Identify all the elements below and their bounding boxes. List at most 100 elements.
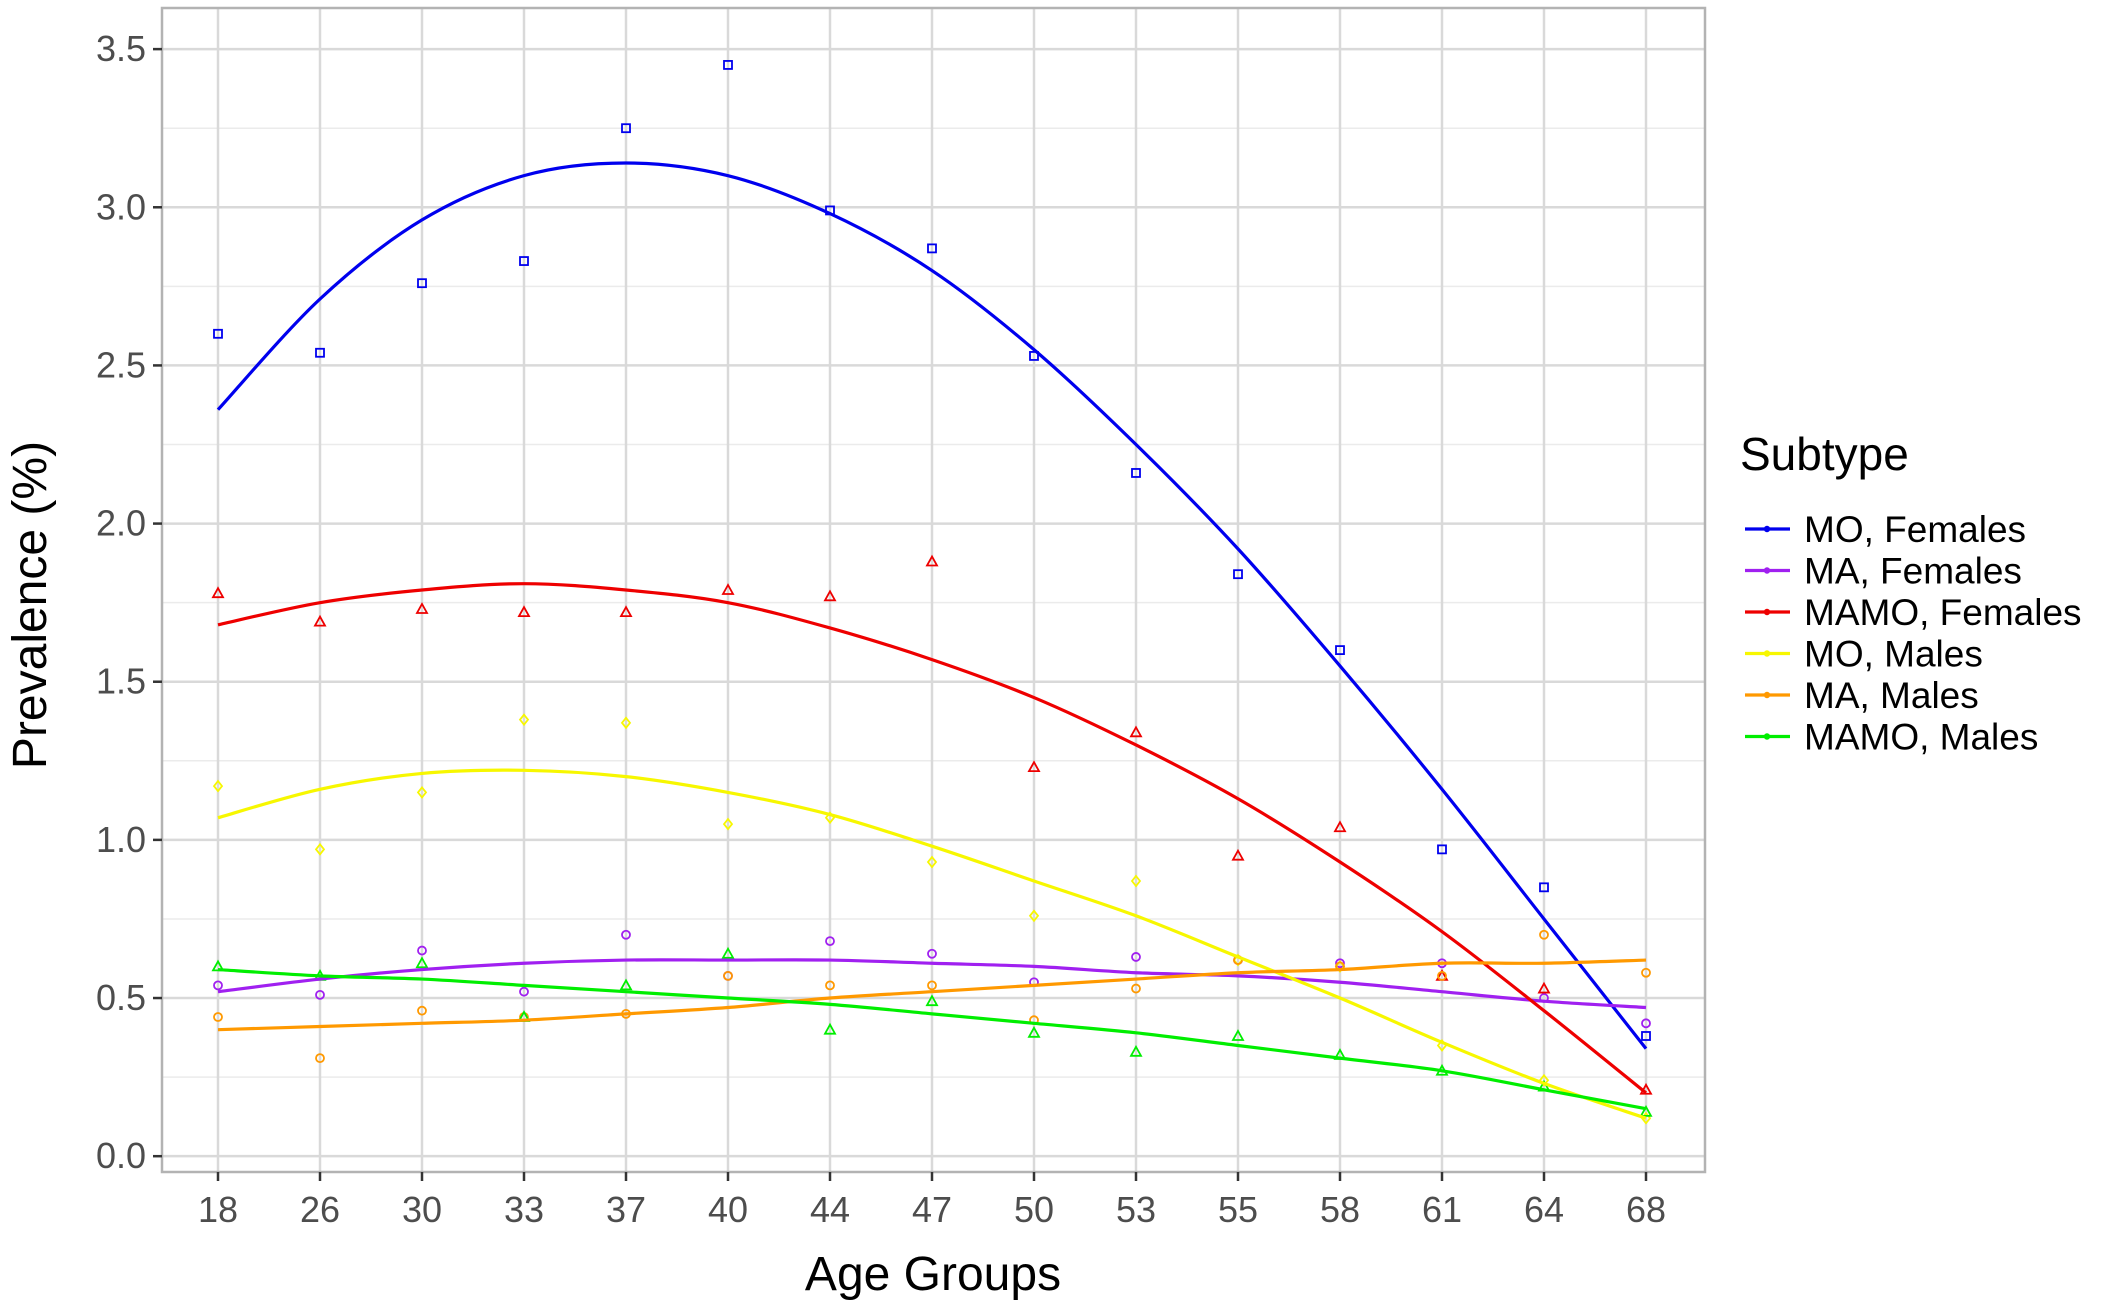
legend-label-mamo-males: MAMO, Males	[1804, 717, 2038, 758]
data-point-mo-females	[1029, 351, 1039, 361]
data-point-mamo-females	[823, 589, 837, 602]
x-axis-ticks: 18 26 30 33 37 40 44 47 50 53 55 58 61 64 68	[198, 1172, 1666, 1230]
data-point-mamo-females	[721, 583, 735, 595]
data-point-mamo-females	[1537, 981, 1551, 994]
data-point-mo-females	[417, 278, 427, 289]
legend-label-mamo-females: MAMO, Females	[1804, 592, 2082, 633]
x-tick-label: 30	[402, 1189, 442, 1230]
data-point-ma-females	[213, 980, 223, 991]
x-axis-title: Age Groups	[805, 1248, 1061, 1301]
data-point-mo-males	[620, 716, 632, 730]
data-point-ma-females	[519, 986, 529, 997]
data-point-ma-males	[825, 980, 835, 991]
data-point-mo-females	[1641, 1031, 1651, 1041]
minor-gridlines	[162, 127, 1705, 1078]
data-point-mo-females	[1233, 569, 1243, 580]
y-tick-label: 2.5	[96, 344, 146, 385]
x-tick-label: 68	[1626, 1189, 1666, 1230]
legend-label-ma-males: MA, Males	[1804, 675, 1979, 716]
data-point-mo-males	[1028, 909, 1040, 923]
data-point-mamo-females	[1333, 820, 1347, 833]
data-point-mo-females	[519, 256, 529, 266]
trend-line-mamo-males	[217, 967, 1647, 1111]
data-point-mamo-females	[415, 602, 429, 614]
x-tick-label: 53	[1116, 1189, 1156, 1230]
data-point-ma-males	[417, 1005, 427, 1016]
data-point-ma-males	[315, 1053, 325, 1064]
legend-key-dot-ma-males	[1763, 691, 1771, 699]
data-points	[211, 60, 1653, 1125]
y-tick-label: 1.0	[96, 819, 146, 860]
data-point-mamo-males	[721, 946, 735, 959]
data-point-mamo-males	[823, 1022, 837, 1035]
data-point-mo-males	[1538, 1073, 1550, 1087]
trend-line-ma-females	[217, 958, 1647, 1010]
data-point-mo-males	[926, 855, 938, 869]
data-point-ma-males	[1131, 983, 1141, 994]
data-point-mo-males	[314, 842, 326, 856]
data-point-ma-females	[621, 929, 631, 940]
data-point-mo-males	[518, 713, 530, 727]
trend-line-mamo-females	[217, 582, 1648, 1095]
y-tick-label: 0.5	[96, 977, 146, 1018]
data-point-ma-males	[927, 980, 937, 991]
data-point-ma-females	[417, 945, 427, 956]
y-tick-label: 3.0	[96, 186, 146, 227]
x-tick-label: 26	[300, 1189, 340, 1230]
data-point-mo-females	[213, 328, 223, 339]
data-point-mo-females	[1335, 645, 1345, 655]
data-point-mo-females	[723, 60, 733, 70]
data-point-ma-females	[1641, 1018, 1651, 1029]
data-point-mamo-females	[313, 614, 327, 627]
data-point-ma-males	[723, 970, 733, 981]
x-tick-label: 55	[1218, 1189, 1258, 1230]
data-point-ma-males	[1641, 967, 1651, 978]
data-point-mamo-males	[925, 994, 939, 1007]
data-point-mo-females	[315, 347, 325, 358]
data-point-mamo-males	[1027, 1025, 1041, 1038]
data-point-mamo-females	[517, 605, 531, 618]
data-point-mo-females	[1131, 468, 1141, 478]
x-tick-label: 33	[504, 1189, 544, 1230]
data-point-mo-females	[927, 243, 937, 254]
legend-label-ma-females: MA, Females	[1804, 551, 2022, 592]
trend-line-mo-males	[217, 768, 1647, 1120]
trend-lines	[216, 161, 1648, 1120]
legend-key-dot-ma-females	[1763, 567, 1771, 574]
legend-key-dot-mamo-males	[1763, 733, 1771, 740]
data-point-mamo-females	[1129, 725, 1143, 738]
legend-key-dot-mo-males	[1763, 650, 1771, 657]
x-tick-label: 40	[708, 1189, 748, 1230]
data-point-ma-males	[1539, 929, 1549, 940]
x-tick-label: 18	[198, 1189, 238, 1230]
x-tick-label: 47	[912, 1189, 952, 1230]
data-point-mamo-females	[925, 554, 939, 567]
data-point-mamo-females	[1231, 848, 1245, 861]
legend-key-dot-mamo-females	[1763, 608, 1771, 616]
y-tick-label: 0.0	[96, 1135, 146, 1176]
data-point-mo-males	[722, 817, 734, 831]
legend-title: Subtype	[1740, 428, 1909, 480]
x-tick-label: 37	[606, 1189, 646, 1230]
data-point-mamo-females	[211, 586, 225, 599]
data-point-ma-females	[1131, 952, 1141, 962]
trend-line-mo-females	[216, 161, 1648, 1050]
data-point-ma-females	[825, 936, 835, 946]
y-axis-title: Prevalence (%)	[4, 441, 57, 769]
data-point-mamo-males	[1639, 1105, 1653, 1117]
data-point-mo-males	[416, 785, 428, 799]
data-point-ma-males	[213, 1012, 223, 1022]
data-point-mamo-males	[1231, 1029, 1245, 1041]
data-point-mo-females	[1539, 882, 1549, 893]
x-tick-label: 58	[1320, 1189, 1360, 1230]
data-point-ma-females	[315, 989, 325, 1000]
trend-line-ma-males	[217, 958, 1647, 1032]
x-tick-label: 61	[1422, 1189, 1462, 1230]
data-point-mamo-females	[1027, 760, 1041, 773]
legend-label-mo-males: MO, Males	[1804, 634, 1983, 675]
x-tick-label: 50	[1014, 1189, 1054, 1230]
x-tick-label: 64	[1524, 1189, 1564, 1230]
legend-label-mo-females: MO, Females	[1804, 509, 2026, 550]
